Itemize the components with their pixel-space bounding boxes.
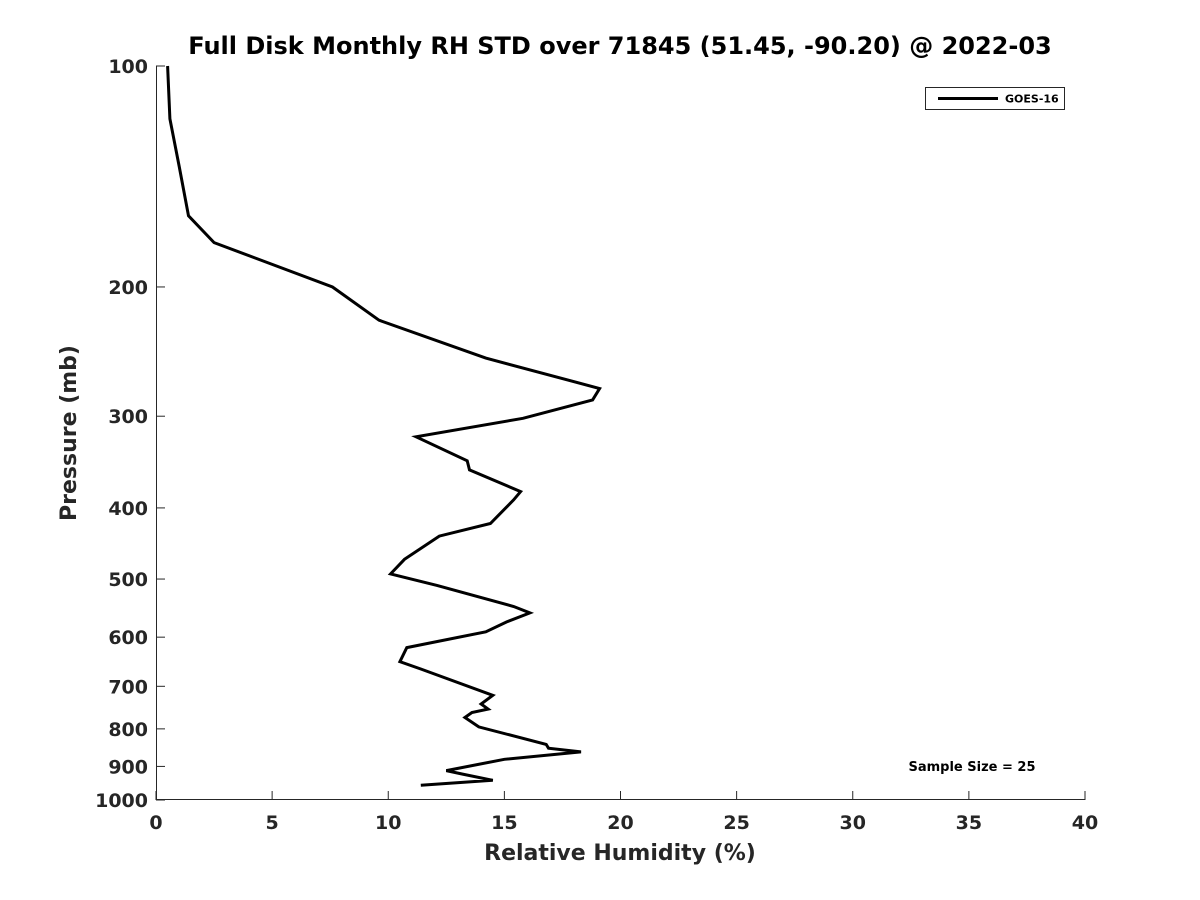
x-tick-label: 20 <box>607 812 633 834</box>
y-tick-label: 300 <box>108 406 148 428</box>
y-tick-label: 100 <box>108 56 148 78</box>
x-tick-label: 10 <box>375 812 401 834</box>
x-tick-label: 25 <box>723 812 749 834</box>
x-tick-label: 5 <box>266 812 279 834</box>
y-tick-label: 700 <box>108 676 148 698</box>
y-tick-label: 1000 <box>95 790 148 812</box>
y-tick-label: 500 <box>108 569 148 591</box>
y-tick-label: 600 <box>108 627 148 649</box>
y-tick-label: 200 <box>108 277 148 299</box>
y-tick-label: 800 <box>108 719 148 741</box>
x-tick-label: 0 <box>149 812 162 834</box>
x-tick-label: 40 <box>1072 812 1098 834</box>
legend: GOES-16 <box>925 87 1065 110</box>
y-axis-label: Pressure (mb) <box>57 345 82 521</box>
y-tick-label: 400 <box>108 498 148 520</box>
x-tick-label: 35 <box>956 812 982 834</box>
x-tick-label: 15 <box>491 812 517 834</box>
series-layer <box>166 65 602 787</box>
x-axis-ticks: 0 5 10 15 20 25 30 35 40 <box>149 791 1098 834</box>
chart-title: Full Disk Monthly RH STD over 71845 (51.… <box>188 32 1051 60</box>
x-axis-label: Relative Humidity (%) <box>484 841 756 866</box>
series-line-goes16 <box>166 65 602 787</box>
x-tick-label: 30 <box>840 812 866 834</box>
legend-label-goes16: GOES-16 <box>1005 93 1059 106</box>
sample-size-annotation: Sample Size = 25 <box>908 760 1035 775</box>
y-axis-ticks: 100 200 300 400 500 600 700 800 900 1000 <box>95 56 165 812</box>
axes <box>156 66 1085 800</box>
y-tick-label: 900 <box>108 756 148 778</box>
